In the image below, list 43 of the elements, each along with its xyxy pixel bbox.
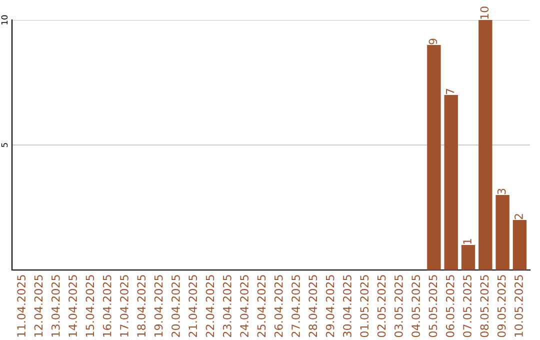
x-tick-label: 23.04.2025 (222, 275, 232, 337)
x-tick-label: 03.05.2025 (394, 275, 403, 338)
data-label: 9 (428, 38, 438, 44)
x-tick-label: 26.04.2025 (274, 275, 283, 337)
x-tick-label: 05.05.2025 (428, 275, 438, 338)
x-tick-label: 17.04.2025 (120, 275, 128, 337)
bar (444, 95, 458, 270)
x-tick-label: 10.05.2025 (514, 275, 523, 337)
data-label: 2 (514, 214, 523, 220)
data-label: 3 (497, 188, 506, 194)
bar (427, 45, 441, 270)
x-tick-label: 25.04.2025 (257, 275, 266, 337)
x-tick-label: 29.04.2025 (326, 275, 334, 337)
x-tick-label: 08.05.2025 (480, 275, 489, 338)
x-tick-label: 09.05.2025 (497, 275, 506, 338)
data-label: 1 (463, 238, 472, 244)
x-tick-label: 30.04.2025 (343, 275, 352, 337)
x-tick-label: 04.05.2025 (412, 275, 420, 338)
data-label: 7 (446, 88, 454, 94)
y-tick-label: 5 (1, 143, 8, 148)
x-tick-label: 28.04.2025 (308, 275, 318, 337)
x-tick-label: 24.04.2025 (240, 275, 248, 337)
x-tick-label: 11.04.2025 (17, 275, 26, 337)
x-tick-label: 14.04.2025 (68, 275, 77, 337)
x-tick-label: 06.05.2025 (446, 275, 454, 338)
bar (461, 245, 476, 270)
x-tick-label: 21.04.2025 (188, 275, 198, 337)
x-tick-label: 16.04.2025 (102, 275, 112, 337)
x-tick-label: 07.05.2025 (463, 275, 472, 338)
data-label: 10 (480, 6, 489, 19)
x-tick-label: 02.05.2025 (377, 275, 386, 338)
bar (478, 20, 492, 270)
x-tick-label: 15.04.2025 (86, 275, 94, 337)
x-tick-label: 01.05.2025 (360, 275, 369, 338)
x-tick-label: 12.04.2025 (34, 275, 43, 337)
bar (496, 195, 510, 270)
x-tick-label: 19.04.2025 (154, 275, 163, 337)
x-tick-label: 18.04.2025 (137, 275, 146, 337)
x-tick-label: 22.04.2025 (206, 275, 214, 337)
x-tick-label: 27.04.2025 (292, 275, 300, 337)
x-tick-label: 20.04.2025 (171, 275, 180, 337)
bar (512, 220, 527, 270)
x-tick-label: 13.04.2025 (51, 275, 60, 337)
